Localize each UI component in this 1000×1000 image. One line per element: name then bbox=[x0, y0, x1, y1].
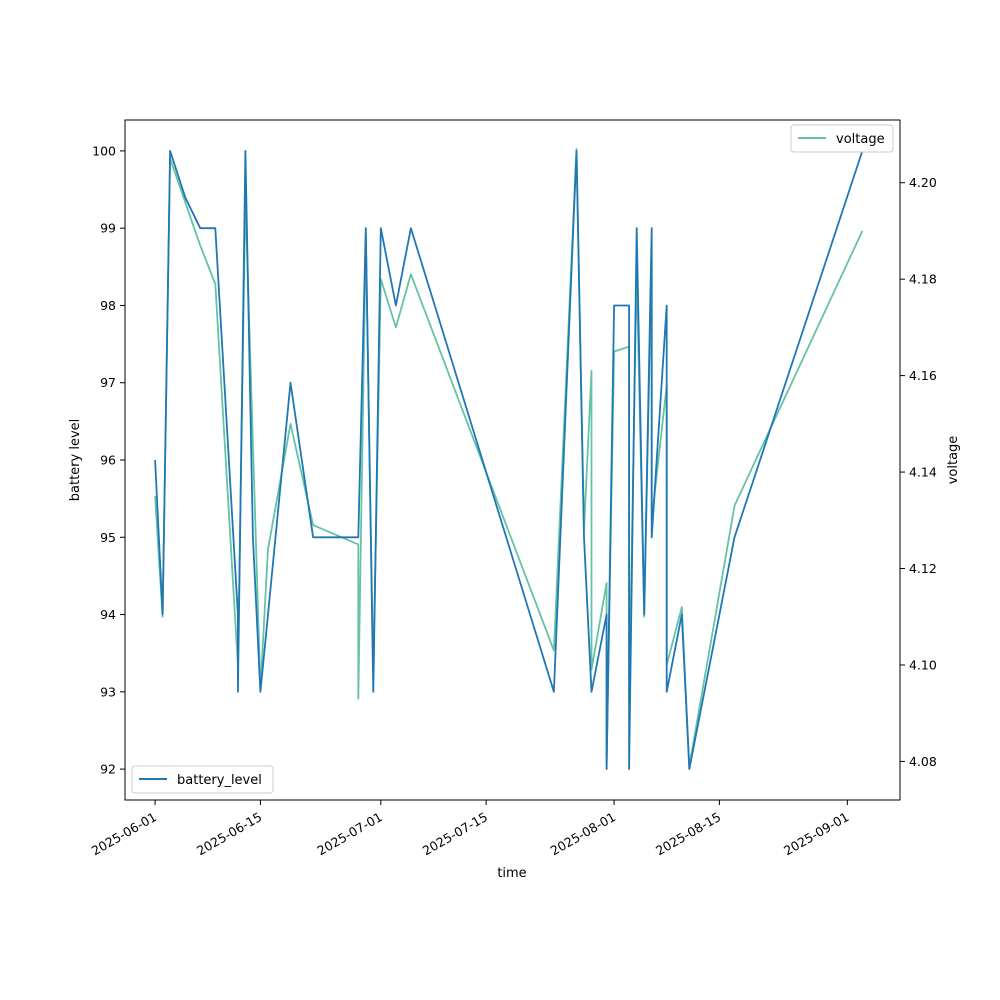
left-y-tick-label: 93 bbox=[100, 684, 116, 699]
left-y-tick-label: 92 bbox=[100, 762, 116, 777]
right-y-tick-label: 4.18 bbox=[909, 272, 937, 287]
right-y-tick-label: 4.12 bbox=[909, 561, 937, 576]
series-layer bbox=[154, 148, 864, 770]
right-y-axis-title: voltage bbox=[946, 436, 961, 485]
right-y-tick-label: 4.16 bbox=[909, 368, 937, 383]
right-y-tick-label: 4.20 bbox=[909, 175, 937, 190]
left-y-tick-label: 95 bbox=[100, 530, 116, 545]
x-axis-ticks: 2025-06-01 2025-06-15 2025-07-01 2025-07-15… bbox=[89, 800, 851, 858]
x-tick-label: 2025-07-01 bbox=[314, 809, 384, 858]
left-y-tick-label: 98 bbox=[100, 298, 116, 313]
left-y-tick-label: 97 bbox=[100, 375, 116, 390]
left-y-tick-label: 96 bbox=[100, 453, 116, 468]
legend-battery-label: battery_level bbox=[177, 773, 262, 788]
x-axis-title: time bbox=[497, 866, 526, 881]
right-y-tick-label: 4.14 bbox=[909, 465, 937, 480]
right-y-tick-label: 4.08 bbox=[909, 754, 937, 769]
legend-voltage-label: voltage bbox=[836, 132, 885, 147]
legend-voltage: voltage bbox=[790, 124, 894, 153]
x-tick-label: 2025-07-15 bbox=[420, 809, 490, 858]
left-y-tick-label: 94 bbox=[100, 607, 116, 622]
x-tick-label: 2025-08-15 bbox=[653, 809, 723, 858]
right-y-axis-ticks: 4.08 4.10 4.12 4.14 4.16 4.18 4.20 bbox=[900, 175, 937, 769]
left-y-axis-title: battery level bbox=[68, 419, 83, 502]
series-line-battery-level bbox=[154, 150, 864, 770]
x-tick-label: 2025-06-01 bbox=[89, 809, 159, 858]
x-tick-label: 2025-06-15 bbox=[194, 809, 264, 858]
x-tick-label: 2025-08-01 bbox=[548, 809, 618, 858]
legend-battery-level: battery_level bbox=[131, 765, 274, 794]
right-y-tick-label: 4.10 bbox=[909, 657, 937, 672]
series-line-voltage bbox=[154, 148, 864, 768]
x-tick-label: 2025-09-01 bbox=[781, 809, 851, 858]
left-y-tick-label: 99 bbox=[100, 221, 116, 236]
left-y-axis-ticks: 92 93 94 95 96 97 98 99 100 bbox=[92, 143, 125, 777]
left-y-tick-label: 100 bbox=[92, 143, 116, 158]
